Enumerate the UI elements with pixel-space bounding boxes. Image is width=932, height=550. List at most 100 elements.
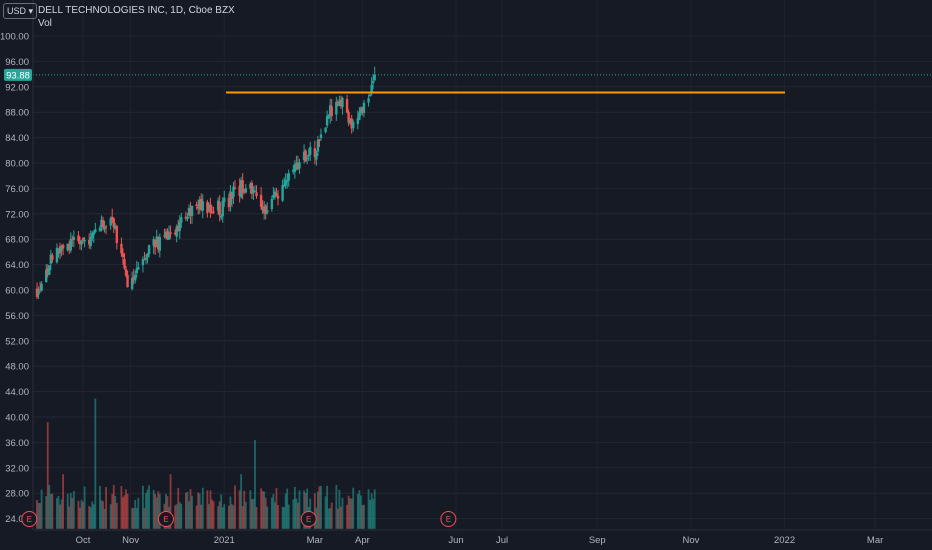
volume-bar bbox=[327, 508, 330, 529]
candle-body bbox=[120, 243, 123, 254]
candle bbox=[87, 233, 91, 249]
candle bbox=[220, 214, 223, 220]
candle-body bbox=[187, 207, 191, 216]
candle-body bbox=[121, 253, 125, 258]
candle-body bbox=[223, 197, 226, 203]
candle bbox=[216, 197, 220, 215]
candle bbox=[137, 262, 140, 270]
volume-bar bbox=[62, 474, 64, 529]
candle-body bbox=[318, 139, 321, 141]
earnings-marker[interactable]: E bbox=[21, 511, 38, 527]
volume-bar bbox=[263, 491, 266, 529]
candle-body bbox=[253, 191, 257, 193]
candle-body bbox=[190, 205, 194, 216]
candle-body bbox=[352, 121, 355, 129]
volume-bar bbox=[254, 439, 256, 529]
candle bbox=[60, 244, 63, 257]
volume-bar bbox=[94, 398, 97, 529]
price-axis-background bbox=[0, 0, 33, 550]
volume-bar bbox=[123, 495, 126, 529]
volume-bar bbox=[277, 504, 279, 529]
price-tick-label: 72.00 bbox=[5, 209, 29, 220]
candle-body bbox=[68, 244, 71, 250]
candle-body bbox=[132, 277, 135, 280]
candle-body bbox=[356, 118, 360, 124]
volume-bar bbox=[36, 499, 38, 529]
volume-bar bbox=[114, 495, 117, 529]
price-axis[interactable]: 100.00 96.00 92.00 88.00 84.00 80.00 76.00 72.0… bbox=[0, 0, 34, 550]
candle bbox=[91, 231, 94, 242]
candle bbox=[58, 242, 62, 260]
candle-body bbox=[266, 210, 269, 213]
candle-body bbox=[40, 283, 43, 291]
volume-bars bbox=[36, 398, 376, 529]
candle-body bbox=[178, 221, 181, 231]
candle bbox=[293, 160, 297, 179]
candle bbox=[227, 193, 231, 212]
candle bbox=[295, 155, 298, 171]
candle-body bbox=[69, 238, 72, 251]
volume-bar bbox=[243, 490, 246, 529]
candle-body bbox=[252, 189, 255, 194]
candle bbox=[324, 127, 327, 134]
candle bbox=[92, 229, 95, 243]
candle bbox=[281, 179, 284, 202]
volume-bar bbox=[188, 501, 190, 529]
candle-body bbox=[295, 163, 298, 165]
candle-body bbox=[284, 179, 287, 186]
candle bbox=[284, 173, 287, 189]
candle-body bbox=[345, 98, 349, 113]
candle bbox=[313, 140, 317, 165]
candle-body bbox=[241, 180, 244, 193]
volume-bar bbox=[303, 490, 305, 529]
candle-body bbox=[163, 235, 166, 237]
overlays bbox=[33, 74, 932, 94]
candle-body bbox=[262, 206, 266, 213]
candle bbox=[316, 135, 320, 156]
volume-bar bbox=[318, 486, 321, 529]
candle-body bbox=[221, 200, 224, 217]
currency-badge[interactable]: USD ▾ bbox=[3, 3, 38, 19]
earnings-marker[interactable]: E bbox=[440, 511, 457, 527]
candle-body bbox=[141, 259, 145, 266]
candle bbox=[276, 190, 280, 206]
candle-body bbox=[77, 235, 80, 242]
volume-bar bbox=[367, 489, 370, 529]
candle bbox=[115, 224, 119, 250]
volume-legend[interactable]: Vol bbox=[38, 18, 52, 29]
candle bbox=[141, 256, 145, 273]
volume-bar bbox=[358, 490, 361, 529]
volume-bar bbox=[244, 501, 247, 529]
volume-bar bbox=[349, 498, 352, 529]
candle-body bbox=[167, 233, 171, 240]
candle-body bbox=[367, 98, 370, 103]
volume-bar bbox=[197, 492, 200, 529]
candle bbox=[94, 222, 97, 234]
volume-bar bbox=[370, 493, 373, 529]
candle-body bbox=[281, 185, 284, 201]
candle bbox=[132, 269, 135, 285]
volume-bar bbox=[57, 495, 60, 529]
candle-body bbox=[250, 182, 254, 194]
time-axis[interactable]: Oct Nov 2021 Mar Apr Jun Jul Sep Nov 2022 Mar bbox=[33, 529, 932, 546]
symbol-title[interactable]: DELL TECHNOLOGIES INC, 1D, Cboe BZX bbox=[38, 5, 235, 16]
candle bbox=[338, 95, 341, 107]
volume-bar bbox=[274, 502, 276, 529]
candle-body bbox=[201, 201, 204, 211]
candle bbox=[348, 117, 352, 125]
candle-body bbox=[227, 197, 231, 208]
candle bbox=[266, 202, 269, 215]
candle bbox=[232, 181, 235, 204]
volume-bar bbox=[221, 507, 224, 529]
candle bbox=[196, 199, 200, 215]
earnings-marker[interactable]: E bbox=[300, 511, 317, 527]
candle bbox=[275, 187, 278, 197]
candle bbox=[345, 94, 349, 114]
earnings-marker[interactable]: E bbox=[157, 511, 174, 527]
candle bbox=[261, 200, 264, 215]
candle-body bbox=[212, 211, 215, 213]
candle bbox=[335, 96, 338, 121]
candle bbox=[71, 235, 74, 247]
